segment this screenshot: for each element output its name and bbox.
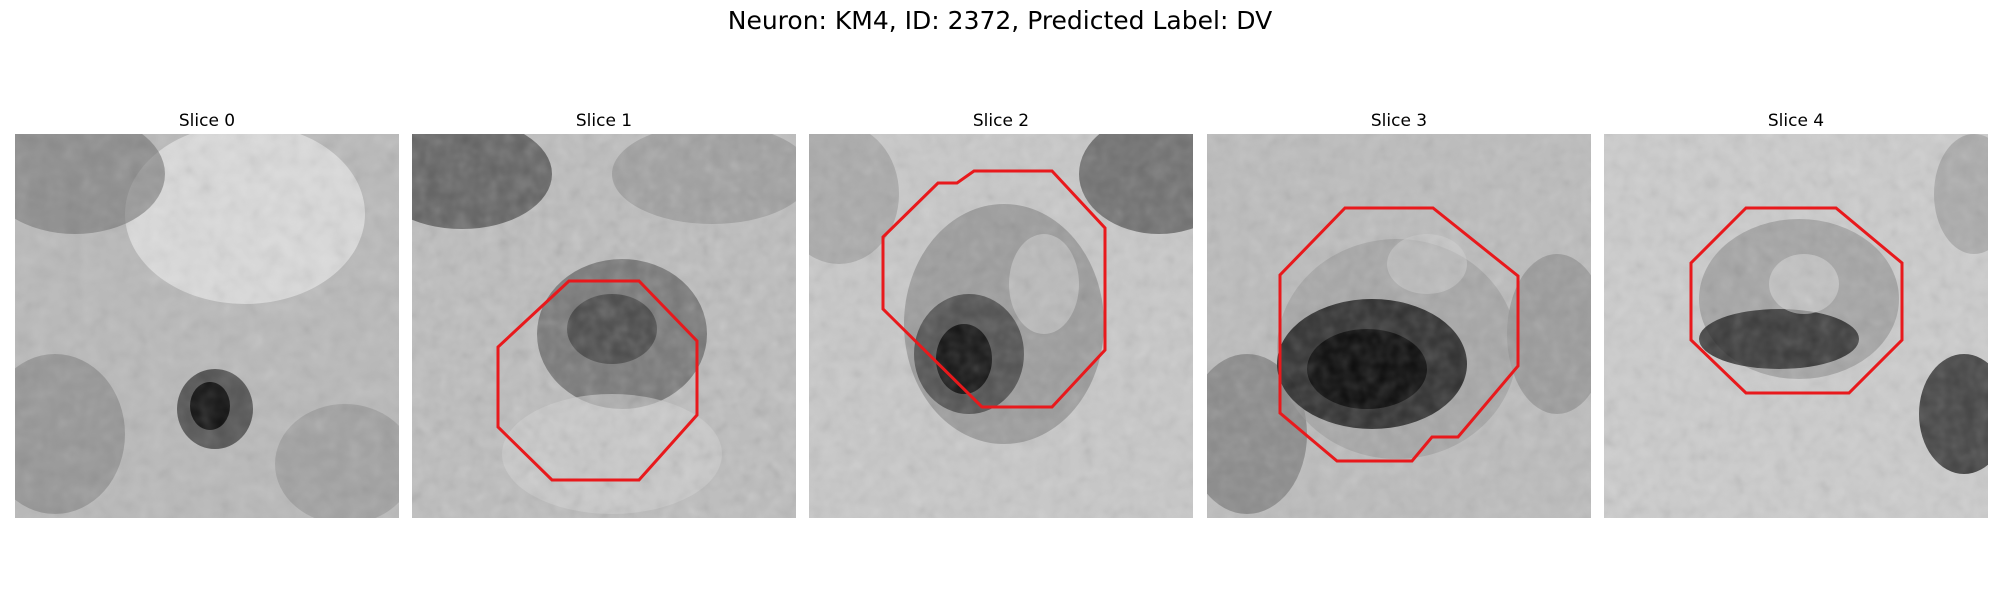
- slice-image: [15, 134, 399, 518]
- figure-title: Neuron: KM4, ID: 2372, Predicted Label: …: [727, 6, 1273, 35]
- panel-slice-3: Slice 3: [1207, 108, 1591, 518]
- slice-image: [809, 134, 1193, 518]
- panel-slice-2: Slice 2: [809, 108, 1193, 518]
- panel-title: Slice 1: [575, 111, 633, 131]
- panel-slice-0: Slice 0: [15, 108, 399, 518]
- panel-slice-1: Slice 1: [412, 108, 796, 518]
- panel-title: Slice 2: [972, 111, 1030, 131]
- panel-title: Slice 4: [1767, 111, 1825, 131]
- roi-outline: [1689, 206, 1904, 395]
- roi-outline: [496, 279, 699, 482]
- slice-image: [1207, 134, 1591, 518]
- slice-image: [412, 134, 796, 518]
- slice-image: [1604, 134, 1988, 518]
- roi-outline: [881, 169, 1107, 409]
- panel-title: Slice 0: [178, 111, 236, 131]
- panel-title: Slice 3: [1370, 111, 1428, 131]
- panel-slice-4: Slice 4: [1604, 108, 1988, 518]
- roi-outline: [1278, 206, 1520, 463]
